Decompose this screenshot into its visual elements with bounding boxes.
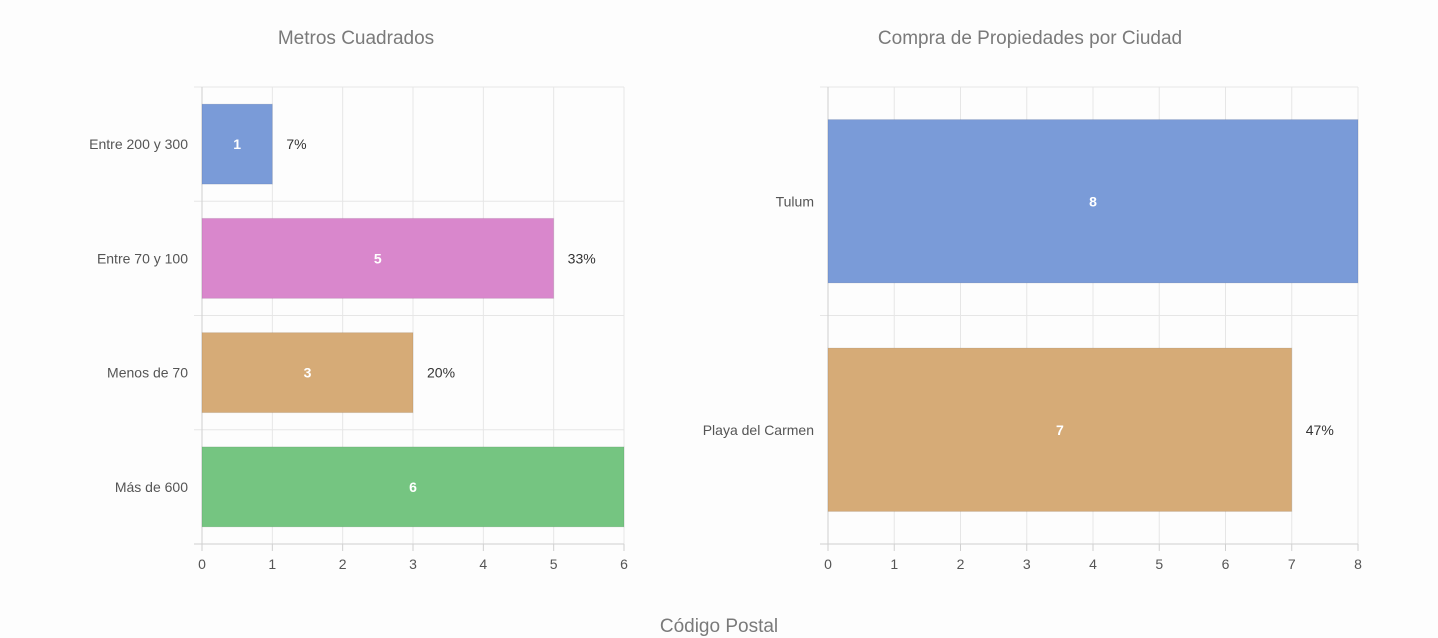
- bar-value-label: 7: [1056, 422, 1064, 438]
- bar-value-label: 3: [304, 365, 312, 381]
- bar-value-label: 6: [409, 479, 417, 495]
- x-tick-label: 4: [1089, 556, 1097, 572]
- bar: [201, 103, 273, 185]
- x-tick-label: 4: [479, 556, 487, 572]
- x-tick-label: 7: [1288, 556, 1296, 572]
- chart-title-ciudad: Compra de Propiedades por Ciudad: [877, 28, 1183, 49]
- category-label: Más de 600: [115, 479, 188, 495]
- bar-value-label: 8: [1089, 193, 1097, 209]
- category-label: Menos de 70: [107, 365, 188, 381]
- bar: [827, 119, 1359, 284]
- x-tick-label: 0: [824, 556, 832, 572]
- bar: [201, 446, 625, 528]
- x-tick-label: 5: [550, 556, 558, 572]
- ciudad-chart: 0 1 2 3 4 5 6 7 8 Tulum 8 Playa del Carmen 7 47%: [703, 86, 1362, 572]
- x-tick-label: 5: [1155, 556, 1163, 572]
- category-label: Tulum: [776, 193, 814, 209]
- x-tick-label: 0: [198, 556, 206, 572]
- x-tick-label: 6: [620, 556, 628, 572]
- x-tick-label: 2: [339, 556, 347, 572]
- category-label: Playa del Carmen: [703, 422, 814, 438]
- bar: [827, 347, 1293, 512]
- metros-cuadrados-chart: 0 1 2 3 4 5 6 Entre 200 y 300 1 7% Entre 70 y 100 5…: [89, 86, 628, 572]
- bar-value-label: 5: [374, 250, 382, 266]
- x-tick-label: 3: [1023, 556, 1031, 572]
- percent-label: 33%: [568, 250, 596, 266]
- x-tick-label: 8: [1354, 556, 1362, 572]
- bar: [201, 332, 414, 414]
- x-tick-label: 1: [268, 556, 276, 572]
- next-chart-title: Código Postal: [659, 616, 779, 637]
- percent-label: 20%: [427, 365, 455, 381]
- chart-title-metros: Metros Cuadrados: [277, 28, 435, 49]
- x-tick-label: 6: [1222, 556, 1230, 572]
- category-label: Entre 70 y 100: [97, 250, 188, 266]
- x-tick-label: 1: [890, 556, 898, 572]
- percent-label: 7%: [286, 136, 306, 152]
- bar-value-label: 1: [233, 136, 241, 152]
- bar: [201, 217, 555, 299]
- percent-label: 47%: [1306, 422, 1334, 438]
- x-tick-label: 3: [409, 556, 417, 572]
- category-label: Entre 200 y 300: [89, 136, 188, 152]
- x-tick-label: 2: [957, 556, 965, 572]
